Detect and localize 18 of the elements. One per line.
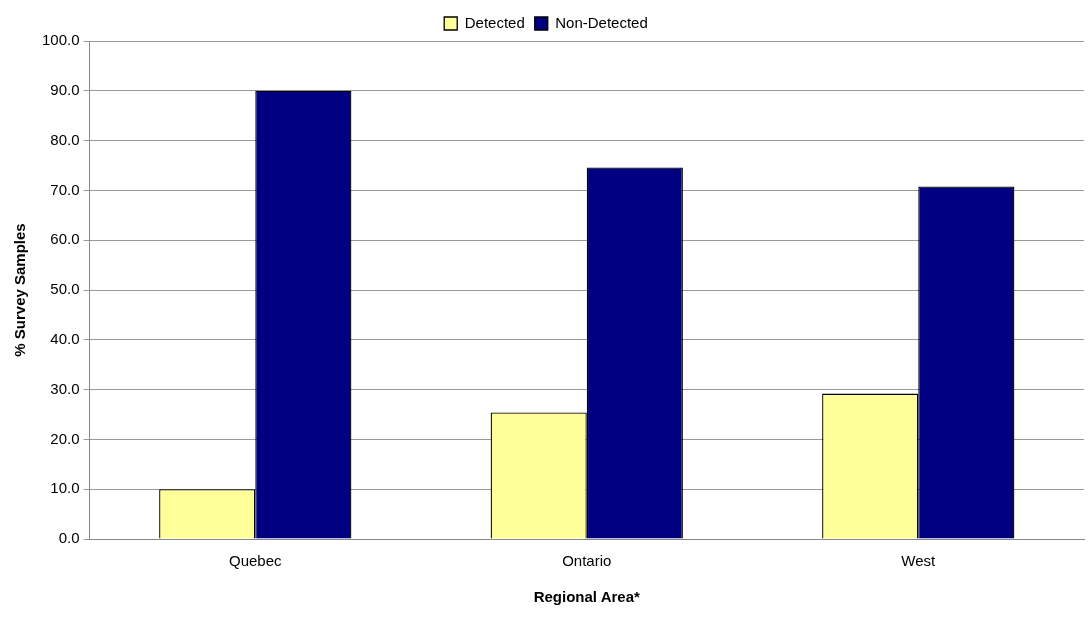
y-tick-label: 20.0 bbox=[50, 429, 80, 447]
y-tick-label: 60.0 bbox=[50, 230, 80, 248]
y-tick-label: 90.0 bbox=[50, 80, 80, 98]
x-tick-label: Ontario bbox=[562, 552, 612, 570]
y-tick-label: 30.0 bbox=[50, 379, 80, 397]
y-tick-label: 100.0 bbox=[41, 31, 80, 49]
x-tick-label: Quebec bbox=[229, 552, 283, 570]
y-tick-label: 70.0 bbox=[50, 180, 80, 198]
y-tick-label: 10.0 bbox=[50, 479, 80, 497]
y-axis-title: % Survey Samples bbox=[11, 223, 29, 357]
y-tick-label: 0.0 bbox=[58, 529, 80, 547]
x-axis-title: Regional Area* bbox=[533, 588, 640, 606]
y-tick-label: 40.0 bbox=[50, 329, 80, 347]
y-tick-label: 50.0 bbox=[50, 280, 80, 298]
x-tick-label: West bbox=[901, 552, 937, 570]
y-tick-label: 80.0 bbox=[50, 130, 80, 148]
legend-label: Non-Detected bbox=[555, 13, 648, 31]
legend-label: Detected bbox=[464, 13, 525, 31]
